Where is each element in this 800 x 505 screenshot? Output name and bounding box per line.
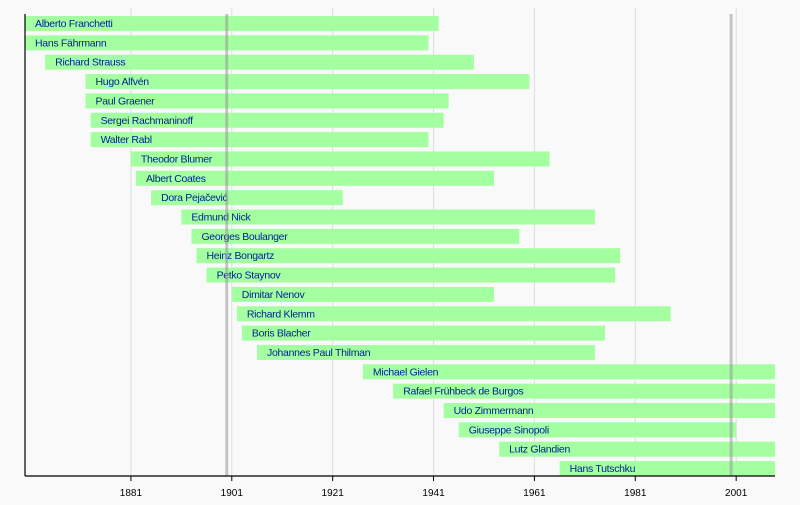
bar-label: Dora Pejačević [161,192,227,204]
bar [443,403,775,418]
bar-label: Hugo Alfvén [96,76,150,88]
bar-label: Boris Blacher [252,328,311,340]
bar [458,422,737,438]
bar-label: Hans Tutschku [570,463,636,475]
bar-label: Giuseppe Sinopoli [469,424,549,436]
bar [559,461,775,477]
x-tick-label: 1981 [624,488,647,499]
bar-label: Lutz Glandien [509,444,570,456]
x-tick-label: 1921 [322,488,345,499]
bar [499,441,775,457]
bar [257,344,595,360]
x-tick-label: 1881 [120,488,143,499]
bar [90,132,429,148]
x-tick-label: 1961 [523,488,546,499]
bar [241,325,606,341]
bar-label: Hans Fährmann [35,37,107,49]
bar-label: Johannes Paul Thilman [267,347,371,359]
bar-label: Rafael Frühbeck de Burgos [403,386,523,398]
bar [181,209,595,225]
bar [130,151,550,167]
bar-label: Michael Gielen [373,366,439,378]
bar-label: Theodor Blumer [141,153,213,165]
bar [45,54,474,70]
bar [196,248,621,264]
bar-label: Albert Coates [146,173,206,185]
bar-label: Georges Boulanger [201,231,288,243]
bar [206,267,616,283]
x-tick-label: 1901 [221,488,244,499]
bar [90,112,444,128]
bar [191,228,520,244]
bar [25,16,439,31]
bar-label: Edmund Nick [191,212,251,224]
bar [151,190,343,206]
bar [393,383,775,399]
bar-label: Richard Klemm [247,308,315,320]
bar-label: Alberto Franchetti [35,18,112,30]
x-tick-label: 1941 [422,488,445,499]
bar-label: Heinz Bongartz [206,250,274,262]
bar [231,286,495,302]
bar-label: Dimitar Nenov [242,289,306,301]
x-tick-label: 2001 [725,488,748,499]
bar-label: Sergei Rachmaninoff [101,115,194,127]
bar [85,74,530,90]
bar [85,93,449,109]
bar-label: Walter Rabl [101,134,152,146]
bar [236,306,671,322]
bar [362,364,775,380]
bar-label: Udo Zimmermann [454,405,534,417]
bar-label: Petko Staynov [217,270,282,282]
bar-label: Richard Strauss [55,57,125,69]
bar-label: Paul Graener [96,95,156,107]
